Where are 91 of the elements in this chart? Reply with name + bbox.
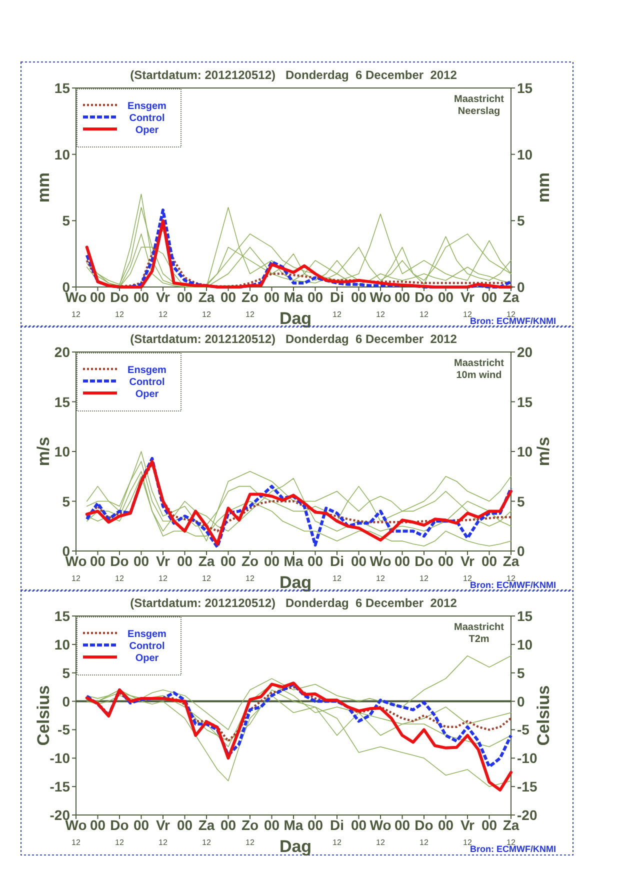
x-axis-title: Dag bbox=[279, 837, 312, 856]
legend-label: Ensgem bbox=[128, 629, 167, 640]
y-tick-label: 10 bbox=[54, 636, 70, 652]
x-tick-label: 00 bbox=[220, 289, 236, 305]
text: Bron: ECMWF/KNMI bbox=[470, 844, 556, 854]
x-tick-label: 00 bbox=[350, 553, 367, 569]
y2-tick-label: 0 bbox=[517, 693, 525, 710]
x-tick-label: Ma bbox=[284, 817, 304, 833]
y-tick-label: -5 bbox=[58, 722, 70, 738]
x-tick-label: 00 bbox=[133, 553, 150, 569]
x-axis-title: Dag bbox=[279, 309, 312, 328]
y2-tick-label: -20 bbox=[517, 807, 538, 823]
y-axis-title: m/s bbox=[34, 436, 53, 466]
y2-tick-label: 10 bbox=[517, 146, 533, 162]
x-tick-label: 00 bbox=[438, 553, 454, 569]
legend-label: Control bbox=[129, 113, 165, 124]
x-tick-label: 00 bbox=[176, 553, 193, 569]
legend-label: Oper bbox=[135, 653, 159, 664]
y2-tick-label: 5 bbox=[517, 664, 525, 681]
legend-label: Ensgem bbox=[128, 365, 167, 376]
y-tick-label: 5 bbox=[62, 212, 70, 229]
y2-tick-label: 15 bbox=[517, 608, 533, 624]
y2-tick-label: -10 bbox=[517, 750, 538, 766]
y2-tick-label: 20 bbox=[517, 344, 533, 360]
y-tick-label: 20 bbox=[54, 344, 70, 360]
legend-label: Oper bbox=[135, 125, 159, 136]
x-tick-label: 00 bbox=[176, 817, 193, 833]
y2-tick-label: 10 bbox=[517, 636, 533, 652]
y2-tick-label: 0 bbox=[517, 279, 525, 295]
x-tick-label: 00 bbox=[394, 289, 410, 305]
x-tick-label: 00 bbox=[90, 289, 106, 305]
x-tick-label: 00 bbox=[220, 817, 236, 833]
chart-title: (Startdatum: 2012120512) Donderdag 6 December 2012 bbox=[130, 68, 458, 82]
y2-tick-label: 10 bbox=[517, 444, 533, 460]
x-tick-label: 00 bbox=[307, 289, 324, 305]
chart-title: (Startdatum: 2012120512) Donderdag 6 December 2012 bbox=[130, 332, 458, 346]
x-tick-label: 00 bbox=[264, 289, 280, 305]
x-tick-label: 00 bbox=[264, 817, 280, 833]
y2-tick-label: 15 bbox=[517, 80, 533, 96]
text: Bron: ECMWF/KNMI bbox=[470, 316, 556, 326]
x-tick-label: 00 bbox=[481, 817, 498, 833]
annotation: Maastricht Neerslag bbox=[454, 94, 505, 117]
y-tick-label: 15 bbox=[54, 80, 70, 96]
annotation: Maastricht T2m bbox=[454, 622, 505, 645]
y2-tick-label: -5 bbox=[517, 722, 530, 738]
y2-axis-title: m/s bbox=[534, 436, 553, 466]
y-tick-label: 10 bbox=[54, 146, 70, 162]
annotation: Maastricht 10m wind bbox=[454, 358, 505, 381]
y-tick-label: 10 bbox=[54, 444, 70, 460]
y2-axis-title: mm bbox=[534, 172, 553, 203]
x-axis-title: Dag bbox=[279, 573, 312, 592]
y2-tick-label: 5 bbox=[517, 212, 525, 229]
x-tick-label: 00 bbox=[176, 289, 193, 305]
legend-label: Ensgem bbox=[128, 101, 167, 112]
x-tick-label: 00 bbox=[394, 817, 410, 833]
x-tick-label: 00 bbox=[133, 817, 150, 833]
y2-axis-title: Celsius bbox=[534, 685, 553, 746]
y-tick-label: 15 bbox=[54, 394, 70, 410]
legend-label: Control bbox=[129, 377, 165, 388]
y2-tick-label: -15 bbox=[517, 778, 538, 795]
x-tick-label: 00 bbox=[307, 553, 324, 569]
x-tick-label: 00 bbox=[350, 817, 367, 833]
y2-tick-label: 15 bbox=[517, 394, 533, 410]
y-tick-label: -10 bbox=[50, 750, 70, 766]
x-tick-label: 00 bbox=[394, 553, 410, 569]
y-axis-title: Celsius bbox=[34, 685, 53, 746]
x-tick-label: 00 bbox=[481, 289, 498, 305]
legend-label: Control bbox=[129, 641, 165, 652]
x-tick-label: 00 bbox=[264, 553, 280, 569]
x-tick-label: 00 bbox=[307, 817, 324, 833]
y-tick-label: 15 bbox=[54, 608, 70, 624]
y-tick-label: 0 bbox=[62, 693, 70, 710]
x-tick-label: 00 bbox=[438, 817, 454, 833]
chart-title: (Startdatum: 2012120512) Donderdag 6 December 2012 bbox=[130, 596, 458, 610]
x-tick-label: Ma bbox=[284, 553, 304, 569]
y-tick-label: -15 bbox=[50, 778, 70, 795]
y-axis-title: mm bbox=[34, 172, 53, 203]
x-tick-label: 00 bbox=[133, 289, 150, 305]
y2-tick-label: 5 bbox=[517, 493, 525, 510]
x-tick-label: 00 bbox=[90, 817, 106, 833]
x-tick-label: 00 bbox=[90, 553, 106, 569]
y-tick-label: 5 bbox=[62, 664, 70, 681]
x-tick-label: 00 bbox=[481, 553, 498, 569]
legend-label: Oper bbox=[135, 389, 159, 400]
x-tick-label: 00 bbox=[438, 289, 454, 305]
x-tick-label: 00 bbox=[220, 553, 236, 569]
text: Bron: ECMWF/KNMI bbox=[470, 580, 556, 590]
x-tick-label: Ma bbox=[284, 289, 304, 305]
y2-tick-label: 0 bbox=[517, 543, 525, 559]
y-tick-label: 5 bbox=[62, 493, 70, 510]
x-tick-label: 00 bbox=[350, 289, 367, 305]
